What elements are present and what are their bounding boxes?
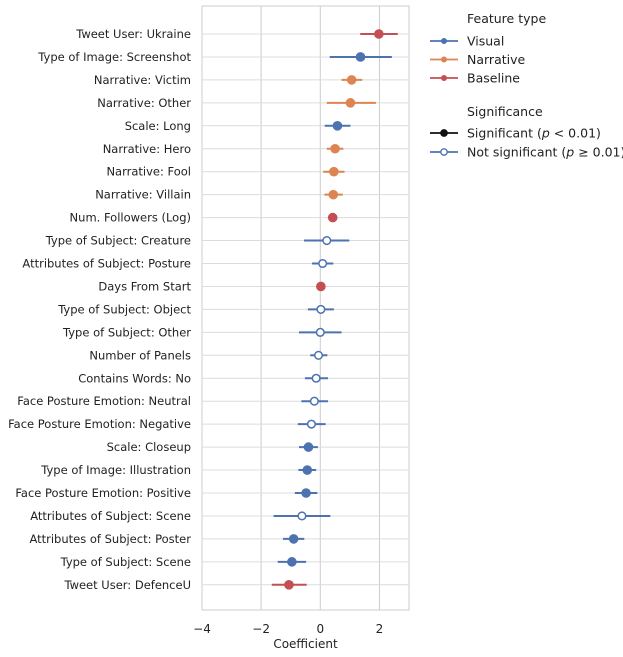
y-tick-label: Type of Subject: Scene [60, 555, 191, 569]
y-tick-label: Attributes of Subject: Posture [22, 257, 191, 271]
point-not-significant [322, 236, 332, 246]
legend-marker [440, 129, 448, 137]
point-significant [332, 121, 343, 131]
x-tick-label: −2 [252, 622, 270, 636]
legend-significance-entries: Significant (p < 0.01) Not significant (p… [430, 126, 623, 160]
point-significant [301, 488, 311, 498]
y-tick-label: Narrative: Villain [95, 188, 191, 202]
y-tick-label: Days From Start [98, 279, 191, 293]
y-tick-label: Type of Image: Screenshot [37, 50, 191, 64]
legend-label: Not significant (p ≥ 0.01) [467, 145, 623, 160]
plot-frame-group [201, 5, 410, 611]
point-significant [316, 281, 326, 292]
point-not-significant [306, 419, 316, 429]
legend-marker [440, 148, 448, 156]
y-tick-label: Type of Image: Illustration [40, 463, 191, 477]
y-tick-label: Contains Words: No [78, 371, 191, 385]
point-significant [330, 143, 340, 154]
legend-label: Narrative [467, 52, 526, 67]
point-significant [288, 534, 299, 544]
legend-marker [441, 56, 447, 63]
x-axis-ticks: −4 −2 0 2 [193, 622, 383, 636]
y-tick-label: Attributes of Subject: Scene [30, 509, 191, 523]
legend-feature-title: Feature type [467, 11, 546, 26]
coefficient-marks [271, 29, 398, 590]
y-tick-label: Face Posture Emotion: Neutral [17, 394, 191, 408]
x-tick-label: 2 [376, 622, 384, 636]
point-not-significant [315, 327, 325, 337]
y-tick-label: Face Posture Emotion: Negative [8, 417, 191, 431]
legend: Feature type Visual Narrative Baseline Sig… [430, 11, 623, 160]
point-not-significant [297, 511, 307, 521]
y-tick-label: Number of Panels [89, 348, 191, 362]
y-tick-label: Scale: Closeup [107, 440, 191, 454]
point-not-significant [313, 350, 324, 360]
point-significant [345, 98, 356, 108]
point-not-significant [316, 304, 326, 314]
legend-significance-title: Significance [467, 104, 543, 119]
x-tick-label: 0 [316, 622, 324, 636]
legend-label: Visual [467, 34, 504, 49]
point-not-significant [311, 373, 321, 383]
y-tick-label: Type of Subject: Other [62, 325, 191, 339]
y-tick-label: Type of Subject: Object [57, 302, 191, 316]
y-tick-label: Attributes of Subject: Poster [29, 532, 191, 546]
point-significant [355, 52, 366, 62]
legend-label: Significant (p < 0.01) [467, 126, 601, 141]
legend-label: Baseline [467, 71, 520, 86]
legend-feature-entries: Visual Narrative Baseline [430, 34, 526, 86]
point-significant [284, 580, 294, 590]
plot-area [201, 5, 410, 611]
y-tick-label: Scale: Long [125, 119, 191, 133]
y-tick-label: Narrative: Other [97, 96, 191, 110]
y-tick-label: Tweet User: Ukraine [75, 27, 191, 41]
legend-marker [441, 75, 447, 81]
point-significant [287, 557, 297, 567]
point-significant [328, 189, 339, 200]
point-significant [329, 166, 339, 177]
y-axis-labels: Tweet User: Ukraine Type of Image: Screen… [8, 27, 191, 592]
point-significant [374, 29, 384, 39]
y-tick-label: Narrative: Victim [94, 73, 191, 87]
y-tick-label: Type of Subject: Creature [45, 234, 191, 248]
point-not-significant [309, 396, 319, 406]
y-tick-label: Narrative: Hero [103, 142, 191, 156]
point-significant [303, 442, 314, 452]
y-tick-label: Tweet User: DefenceU [63, 578, 191, 592]
x-tick-label: −4 [193, 622, 211, 636]
legend-marker [441, 38, 447, 44]
x-axis-title: Coefficient [273, 637, 338, 651]
y-tick-label: Num. Followers (Log) [70, 211, 191, 225]
y-tick-label: Face Posture Emotion: Positive [15, 486, 191, 500]
point-not-significant [318, 258, 328, 269]
point-significant [302, 465, 313, 475]
point-significant [327, 212, 338, 223]
point-significant [346, 75, 357, 85]
y-tick-label: Narrative: Fool [106, 165, 191, 179]
